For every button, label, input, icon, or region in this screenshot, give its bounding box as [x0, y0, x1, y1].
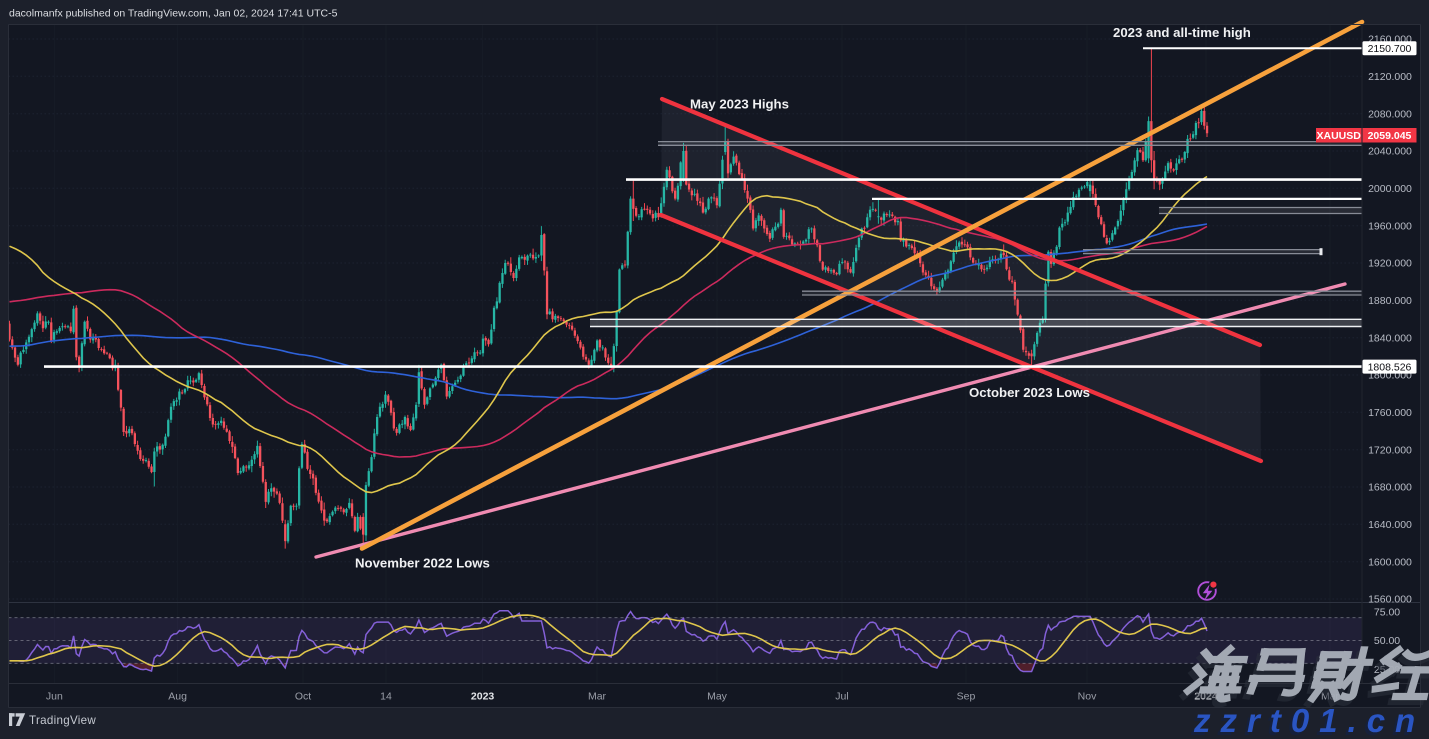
svg-text:XAUUSD: XAUUSD: [1317, 130, 1362, 142]
svg-text:zzrt01.cn: zzrt01.cn: [1193, 702, 1425, 739]
svg-text:Jun: Jun: [46, 691, 63, 703]
svg-text:1600.000: 1600.000: [1368, 556, 1412, 568]
svg-text:1808.526: 1808.526: [1368, 361, 1412, 373]
svg-text:1680.000: 1680.000: [1368, 482, 1412, 494]
svg-text:Nov: Nov: [1078, 691, 1097, 703]
svg-text:2040.000: 2040.000: [1368, 146, 1412, 158]
svg-text:2120.000: 2120.000: [1368, 71, 1412, 83]
svg-text:zzrt01.cn: zzrt01.cn: [1190, 705, 1422, 739]
svg-text:Sep: Sep: [957, 691, 976, 703]
svg-text:1920.000: 1920.000: [1368, 258, 1412, 270]
svg-text:November 2022 Lows: November 2022 Lows: [355, 556, 490, 571]
svg-text:2080.000: 2080.000: [1368, 108, 1412, 120]
svg-text:October 2023 Lows: October 2023 Lows: [969, 385, 1090, 400]
svg-text:1960.000: 1960.000: [1368, 220, 1412, 232]
svg-text:1560.000: 1560.000: [1368, 594, 1412, 606]
svg-text:2023: 2023: [471, 691, 495, 703]
svg-text:1880.000: 1880.000: [1368, 295, 1412, 307]
svg-text:1760.000: 1760.000: [1368, 407, 1412, 419]
svg-text:May: May: [707, 691, 728, 703]
svg-text:75.00: 75.00: [1374, 607, 1400, 619]
svg-text:50.00: 50.00: [1374, 635, 1400, 647]
svg-text:1720.000: 1720.000: [1368, 444, 1412, 456]
svg-text:Aug: Aug: [168, 691, 187, 703]
svg-text:TradingView: TradingView: [29, 714, 96, 727]
svg-text:Oct: Oct: [295, 691, 311, 703]
svg-text:2150.700: 2150.700: [1368, 43, 1412, 55]
svg-text:1840.000: 1840.000: [1368, 332, 1412, 344]
svg-text:Jul: Jul: [835, 691, 848, 703]
svg-text:2000.000: 2000.000: [1368, 183, 1412, 195]
svg-text:May 2023 Highs: May 2023 Highs: [690, 97, 789, 112]
svg-text:1640.000: 1640.000: [1368, 519, 1412, 531]
svg-text:dacolmanfx published on Tradin: dacolmanfx published on TradingView.com,…: [9, 8, 338, 20]
svg-text:Mar: Mar: [588, 691, 607, 703]
svg-text:2023 and all-time high: 2023 and all-time high: [1113, 25, 1251, 40]
svg-text:14: 14: [380, 691, 392, 703]
svg-text:2059.045: 2059.045: [1368, 130, 1412, 142]
